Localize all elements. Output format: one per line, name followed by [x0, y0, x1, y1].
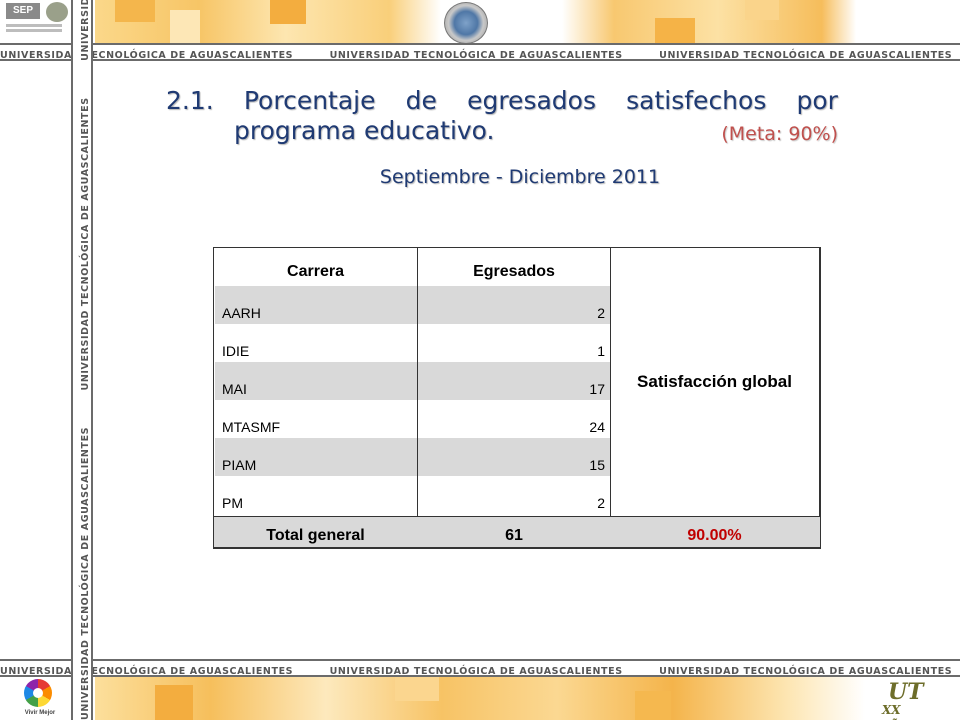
title-line-2-text: programa educativo.	[234, 116, 495, 145]
title-word: de	[405, 86, 437, 115]
banner-text: UNIVERSIDAD TECNOLÓGICA DE AGUASCALIENTE…	[329, 666, 623, 677]
header-band: SEP	[0, 0, 960, 44]
column-divider	[417, 248, 418, 546]
banner-text: UNIVERSIDAD TECNOLÓGICA DE AGUASCALIENTE…	[659, 666, 953, 677]
total-satisfaccion: 90.00%	[687, 527, 742, 544]
eagle-icon	[46, 2, 68, 22]
cell-carrera: MTASMF	[222, 419, 281, 435]
table-row: AARH 2	[214, 286, 610, 324]
banner-text: UNIVERSIDAD TECNOLÓGICA DE AGUASCALIENTE…	[79, 0, 91, 61]
ut-mark: UT	[888, 679, 924, 705]
total-egresados: 61	[505, 527, 523, 544]
banner-text: UNIVERSIDAD TECNOLÓGICA DE AGUASCALIENTE…	[659, 50, 953, 61]
cell-carrera: IDIE	[222, 343, 250, 359]
university-seal-icon	[444, 2, 488, 44]
ut-anniversary-label: XX años	[882, 703, 913, 720]
title-word: por	[796, 86, 838, 115]
cell-egresados: 24	[589, 419, 605, 435]
vivir-mejor-label: Vivir Mejor	[24, 710, 56, 716]
footer-decoration	[95, 677, 865, 720]
goal-label: (Meta: 90%)	[721, 123, 838, 145]
sep-logo-label: SEP	[6, 3, 40, 19]
header-carrera: Carrera	[287, 263, 344, 280]
banner-text: UNIVERSIDAD TECNOLÓGICA DE AGUASCALIENTE…	[0, 50, 294, 61]
cell-egresados: 1	[597, 343, 605, 359]
cell-carrera: PM	[222, 495, 243, 511]
header-satisfaccion: Satisfacción global	[637, 372, 792, 391]
footer-band: Vivir Mejor UT XX años	[0, 677, 960, 720]
sep-caption-line	[6, 24, 62, 27]
banner-strip-bottom: UNIVERSIDAD TECNOLÓGICA DE AGUASCALIENTE…	[0, 659, 960, 677]
table-row: MTASMF 24	[214, 400, 610, 438]
page-title: 2.1. Porcentaje de egresados satisfechos…	[166, 86, 838, 146]
title-line-2: programa educativo. (Meta: 90%)	[166, 116, 838, 146]
cell-egresados: 17	[418, 362, 610, 400]
column-divider	[610, 248, 611, 546]
total-label: Total general	[266, 527, 365, 544]
title-word: 2.1.	[166, 86, 214, 115]
graduates-table: Carrera Egresados AARH 2 IDIE 1 MAI 17 M…	[213, 247, 821, 549]
table-row: PIAM 15	[214, 438, 610, 476]
cell-egresados: 2	[597, 495, 605, 511]
ut-anniversary-logo: UT XX años	[880, 679, 936, 720]
cell-egresados: 15	[418, 438, 610, 476]
cell-carrera: AARH	[215, 286, 417, 324]
banner-text: UNIVERSIDAD TECNOLÓGICA DE AGUASCALIENTE…	[329, 50, 623, 61]
cell-carrera: PIAM	[215, 438, 417, 476]
table-row: PM 2	[214, 476, 610, 514]
cell-egresados: 2	[418, 286, 610, 324]
title-line-1: 2.1. Porcentaje de egresados satisfechos…	[166, 86, 838, 116]
cell-carrera: MAI	[215, 362, 417, 400]
flower-icon	[24, 679, 52, 707]
sep-caption-line	[6, 29, 62, 32]
banner-strip-top: UNIVERSIDAD TECNOLÓGICA DE AGUASCALIENTE…	[0, 43, 960, 61]
table-row: IDIE 1	[214, 324, 610, 362]
banner-text: UNIVERSIDAD TECNOLÓGICA DE AGUASCALIENTE…	[0, 666, 294, 677]
title-word: Porcentaje	[243, 86, 376, 115]
sep-logo: SEP	[0, 0, 75, 44]
period-subtitle: Septiembre - Diciembre 2011	[379, 166, 661, 188]
header-egresados: Egresados	[473, 263, 555, 280]
sep-logo-caption	[6, 22, 70, 32]
banner-text: UNIVERSIDAD TECNOLÓGICA DE AGUASCALIENTE…	[80, 426, 91, 720]
banner-text: UNIVERSIDAD TECNOLÓGICA DE AGUASCALIENTE…	[80, 97, 91, 391]
total-row: Total general 61 90.00%	[214, 516, 820, 547]
title-word: egresados	[467, 86, 596, 115]
banner-strip-vertical: UNIVERSIDAD TECNOLÓGICA DE AGUASCALIENTE…	[71, 0, 93, 720]
banner-text-vertical: UNIVERSIDAD TECNOLÓGICA DE AGUASCALIENTE…	[75, 0, 91, 720]
header-decoration	[95, 0, 960, 44]
title-word: satisfechos	[626, 86, 767, 115]
table-row: MAI 17	[214, 362, 610, 400]
vivir-mejor-logo: Vivir Mejor	[20, 679, 56, 719]
